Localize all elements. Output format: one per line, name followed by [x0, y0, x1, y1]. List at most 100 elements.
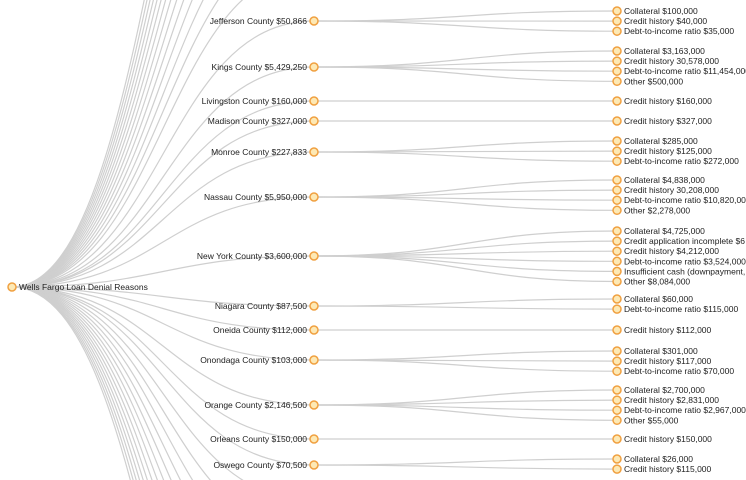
county-node[interactable]: Monroe County $227,833 — [211, 147, 319, 157]
node-circle[interactable] — [309, 16, 319, 26]
node-circle[interactable] — [612, 405, 622, 415]
node-circle[interactable] — [612, 226, 622, 236]
node-circle[interactable] — [612, 185, 622, 195]
node-circle[interactable] — [612, 66, 622, 76]
reason-node[interactable]: Credit history $112,000 — [612, 325, 712, 335]
node-circle[interactable] — [309, 355, 319, 365]
county-node[interactable]: Niagara County $87,500 — [215, 301, 319, 311]
reason-node[interactable]: Debt-to-income ratio $3,524,000 — [612, 256, 746, 267]
node-circle[interactable] — [612, 236, 622, 246]
county-node[interactable]: Orange County $2,146,500 — [204, 400, 319, 410]
node-circle[interactable] — [612, 434, 622, 444]
reason-node[interactable]: Debt-to-income ratio $11,454,000 — [612, 66, 746, 76]
reason-node[interactable]: Collateral $4,838,000 — [612, 175, 705, 185]
node-circle[interactable] — [612, 464, 622, 474]
node-circle[interactable] — [309, 251, 319, 261]
county-node[interactable]: Oneida County $112,000 — [213, 325, 319, 335]
node-circle[interactable] — [612, 175, 622, 185]
node-circle[interactable] — [612, 76, 622, 87]
reason-node[interactable]: Credit history $2,831,000 — [612, 395, 719, 405]
reason-node[interactable]: Debt-to-income ratio $10,820,000 — [612, 195, 746, 205]
node-circle[interactable] — [309, 62, 319, 72]
county-node[interactable]: Orleans County $150,000 — [210, 434, 319, 444]
county-node[interactable]: Oswego County $70,500 — [213, 460, 319, 470]
node-circle[interactable] — [612, 276, 622, 287]
reason-node[interactable]: Debt-to-income ratio $35,000 — [612, 26, 734, 36]
node-circle[interactable] — [309, 301, 319, 311]
reason-node[interactable]: Collateral $4,725,000 — [612, 226, 705, 236]
reason-node[interactable]: Other $2,278,000 — [612, 205, 690, 216]
county-node[interactable]: Madison County $327,000 — [208, 116, 319, 126]
reason-node[interactable]: Credit history $160,000 — [612, 96, 712, 106]
node-circle[interactable] — [612, 26, 622, 36]
reason-node[interactable]: Debt-to-income ratio $2,967,000 — [612, 405, 746, 415]
county-node[interactable]: Kings County $5,429,250 — [212, 62, 319, 72]
root-node[interactable]: Wells Fargo Loan Denial Reasons — [7, 282, 148, 292]
node-circle[interactable] — [612, 96, 622, 106]
node-circle[interactable] — [612, 6, 622, 16]
county-node[interactable]: Onondaga County $103,000 — [200, 355, 319, 365]
reason-node[interactable]: Collateral $3,163,000 — [612, 46, 705, 56]
node-circle[interactable] — [612, 395, 622, 405]
node-circle[interactable] — [612, 356, 622, 366]
node-circle[interactable] — [309, 96, 319, 106]
reason-node[interactable]: Debt-to-income ratio $70,000 — [612, 366, 734, 376]
node-circle[interactable] — [309, 147, 319, 157]
reason-node[interactable]: Collateral $60,000 — [612, 294, 693, 304]
node-circle[interactable] — [612, 415, 622, 426]
node-circle[interactable] — [612, 46, 622, 56]
node-circle[interactable] — [309, 192, 319, 202]
reason-node[interactable]: Collateral $285,000 — [612, 136, 698, 146]
reason-node[interactable]: Debt-to-income ratio $115,000 — [612, 304, 738, 314]
reason-node[interactable]: Credit history $327,000 — [612, 116, 712, 126]
reason-node[interactable]: Credit history $115,000 — [612, 464, 712, 474]
node-circle[interactable] — [612, 385, 622, 395]
reason-node[interactable]: Other $55,000 — [612, 415, 679, 426]
link-root-to-county — [11, 151, 315, 288]
reason-node[interactable]: Credit history $4,212,000 — [612, 246, 719, 256]
node-circle[interactable] — [612, 136, 622, 146]
node-circle[interactable] — [612, 304, 622, 314]
node-circle[interactable] — [612, 116, 622, 126]
reason-node[interactable]: Credit history $150,000 — [612, 434, 712, 444]
reason-node[interactable]: Credit application incomplete $6 — [612, 236, 745, 246]
reason-node[interactable]: Other $8,084,000 — [612, 276, 690, 287]
reason-node[interactable]: Credit history 30,208,000 — [612, 185, 719, 195]
county-node[interactable]: Nassau County $5,950,000 — [204, 192, 319, 202]
node-circle[interactable] — [7, 282, 17, 292]
reason-node[interactable]: Credit history $125,000 — [612, 146, 712, 156]
reason-node[interactable]: Collateral $2,700,000 — [612, 385, 705, 395]
node-circle[interactable] — [612, 195, 622, 205]
reason-node[interactable]: Collateral $26,000 — [612, 454, 693, 464]
node-circle[interactable] — [309, 460, 319, 470]
node-circle[interactable] — [309, 434, 319, 444]
reason-node[interactable]: Credit history $40,000 — [612, 16, 707, 26]
node-circle[interactable] — [612, 146, 622, 156]
node-circle[interactable] — [612, 325, 622, 335]
reason-node[interactable]: Collateral $301,000 — [612, 346, 698, 356]
county-node[interactable]: New York County $3,600,000 — [197, 251, 319, 261]
node-label: Debt-to-income ratio $10,820,000 — [624, 195, 746, 205]
node-circle[interactable] — [612, 266, 622, 277]
node-circle[interactable] — [612, 454, 622, 464]
node-circle[interactable] — [612, 246, 622, 256]
node-circle[interactable] — [612, 366, 622, 376]
node-circle[interactable] — [612, 346, 622, 356]
node-circle[interactable] — [612, 156, 622, 166]
reason-node[interactable]: Insufficient cash (downpayment, — [612, 266, 745, 277]
node-circle[interactable] — [309, 325, 319, 335]
node-circle[interactable] — [309, 400, 319, 410]
node-circle[interactable] — [612, 294, 622, 304]
node-circle[interactable] — [309, 116, 319, 126]
reason-node[interactable]: Debt-to-income ratio $272,000 — [612, 156, 739, 166]
reason-node[interactable]: Other $500,000 — [612, 76, 683, 87]
reason-node[interactable]: Credit history 30,578,000 — [612, 56, 719, 66]
node-circle[interactable] — [612, 16, 622, 26]
county-node[interactable]: Livingston County $160,000 — [202, 96, 319, 106]
node-circle[interactable] — [612, 256, 622, 267]
county-node[interactable]: Jefferson County $50,866 — [210, 16, 319, 26]
node-circle[interactable] — [612, 56, 622, 66]
reason-node[interactable]: Collateral $100,000 — [612, 6, 698, 16]
node-circle[interactable] — [612, 205, 622, 216]
reason-node[interactable]: Credit history $117,000 — [612, 356, 712, 366]
